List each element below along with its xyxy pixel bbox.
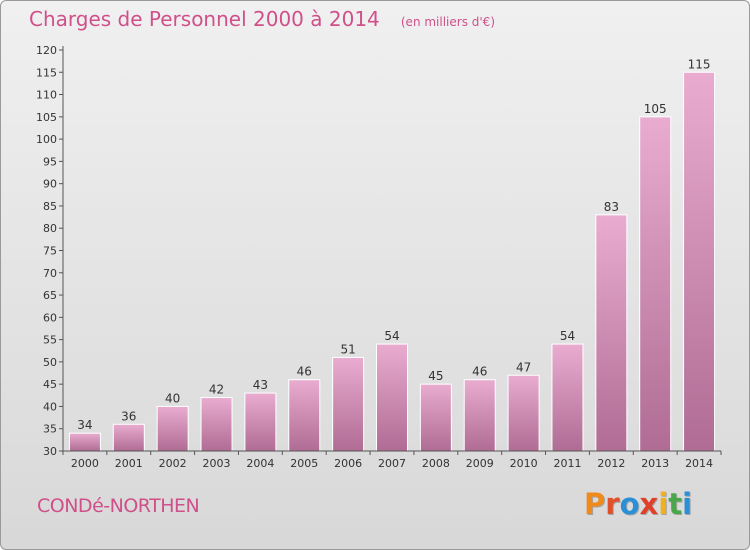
value-label-2007: 54 bbox=[384, 329, 399, 343]
x-tick-label-2008: 2008 bbox=[422, 457, 450, 470]
bar-2009 bbox=[463, 379, 496, 452]
value-label-2002: 40 bbox=[165, 391, 180, 405]
proxiti-logo: Proxiti bbox=[584, 487, 692, 521]
logo-letter: i bbox=[658, 487, 669, 521]
y-tick-label-70: 70 bbox=[43, 267, 57, 280]
y-tick-label-65: 65 bbox=[43, 289, 57, 302]
bar-2006 bbox=[332, 356, 365, 452]
y-tick-label-110: 110 bbox=[36, 89, 57, 102]
chart-title-row: Charges de Personnel 2000 à 2014 (en mil… bbox=[29, 7, 495, 31]
y-tick-label-80: 80 bbox=[43, 222, 57, 235]
commune-name: CONDé-NORTHEN bbox=[37, 495, 200, 517]
bar-2013 bbox=[639, 116, 672, 452]
x-tick-label-2005: 2005 bbox=[290, 457, 318, 470]
y-tick-label-115: 115 bbox=[36, 66, 57, 79]
bar-2004 bbox=[244, 392, 277, 452]
value-label-2008: 45 bbox=[428, 369, 443, 383]
bar-2005 bbox=[288, 379, 321, 452]
x-tick-label-2010: 2010 bbox=[510, 457, 538, 470]
x-tick-label-2000: 2000 bbox=[71, 457, 99, 470]
bar-2002 bbox=[156, 405, 189, 452]
y-tick-label-35: 35 bbox=[43, 423, 57, 436]
value-label-2000: 34 bbox=[77, 418, 92, 432]
x-tick-label-2014: 2014 bbox=[685, 457, 713, 470]
logo-letter: o bbox=[619, 487, 640, 521]
bar-2012 bbox=[595, 214, 628, 452]
bar-2010 bbox=[507, 374, 540, 452]
x-tick-label-2006: 2006 bbox=[334, 457, 362, 470]
axes-group: 2000 2001 2002 2003 2004 2005 2006 2007 2008 2009… bbox=[36, 44, 722, 470]
x-tick-label-2001: 2001 bbox=[115, 457, 143, 470]
value-label-2003: 42 bbox=[209, 383, 224, 397]
logo-letter: i bbox=[682, 487, 693, 521]
y-tick-label-85: 85 bbox=[43, 200, 57, 213]
y-tick-label-90: 90 bbox=[43, 178, 57, 191]
y-tick-label-95: 95 bbox=[43, 155, 57, 168]
value-label-2010: 47 bbox=[516, 360, 531, 374]
x-tick-label-2003: 2003 bbox=[203, 457, 231, 470]
y-tick-label-100: 100 bbox=[36, 133, 57, 146]
bar-2001 bbox=[112, 423, 145, 452]
y-tick-label-50: 50 bbox=[43, 356, 57, 369]
x-tick-label-2007: 2007 bbox=[378, 457, 406, 470]
y-tick-label-105: 105 bbox=[36, 111, 57, 124]
x-tick-label-2009: 2009 bbox=[466, 457, 494, 470]
y-tick-label-30: 30 bbox=[43, 445, 57, 458]
y-tick-label-120: 120 bbox=[36, 44, 57, 57]
x-tick-label-2013: 2013 bbox=[641, 457, 669, 470]
value-label-2011: 54 bbox=[560, 329, 575, 343]
logo-letter: P bbox=[584, 487, 606, 521]
x-tick-label-2012: 2012 bbox=[597, 457, 625, 470]
x-tick-label-2004: 2004 bbox=[246, 457, 274, 470]
y-tick-label-45: 45 bbox=[43, 378, 57, 391]
value-label-2014: 115 bbox=[688, 57, 711, 71]
value-label-2004: 43 bbox=[253, 378, 268, 392]
value-label-2009: 46 bbox=[472, 365, 487, 379]
y-tick-label-60: 60 bbox=[43, 311, 57, 324]
y-tick-label-40: 40 bbox=[43, 400, 57, 413]
bar-2000 bbox=[68, 432, 101, 452]
bar-2003 bbox=[200, 397, 233, 452]
logo-letter: t bbox=[668, 487, 683, 521]
x-tick-label-2011: 2011 bbox=[553, 457, 581, 470]
logo-letter: x bbox=[639, 487, 659, 521]
y-tick-label-75: 75 bbox=[43, 245, 57, 258]
bar-2007 bbox=[376, 343, 408, 452]
value-label-2012: 83 bbox=[604, 200, 619, 214]
chart-title: Charges de Personnel 2000 à 2014 bbox=[29, 7, 380, 31]
x-tick-label-2002: 2002 bbox=[159, 457, 187, 470]
logo-letter: r bbox=[605, 487, 620, 521]
bar-2014 bbox=[683, 71, 716, 452]
bars-group: 34 36 40 42 43 46 51 54 45 46 47 54 83 105 115 bbox=[68, 57, 716, 452]
y-tick-label-55: 55 bbox=[43, 334, 57, 347]
value-label-2005: 46 bbox=[297, 365, 312, 379]
bar-2008 bbox=[419, 383, 452, 452]
chart-unit: (en milliers d'€) bbox=[400, 15, 495, 29]
value-label-2013: 105 bbox=[644, 102, 667, 116]
value-label-2006: 51 bbox=[340, 342, 355, 356]
bar-2011 bbox=[551, 343, 584, 452]
value-label-2001: 36 bbox=[121, 409, 136, 423]
